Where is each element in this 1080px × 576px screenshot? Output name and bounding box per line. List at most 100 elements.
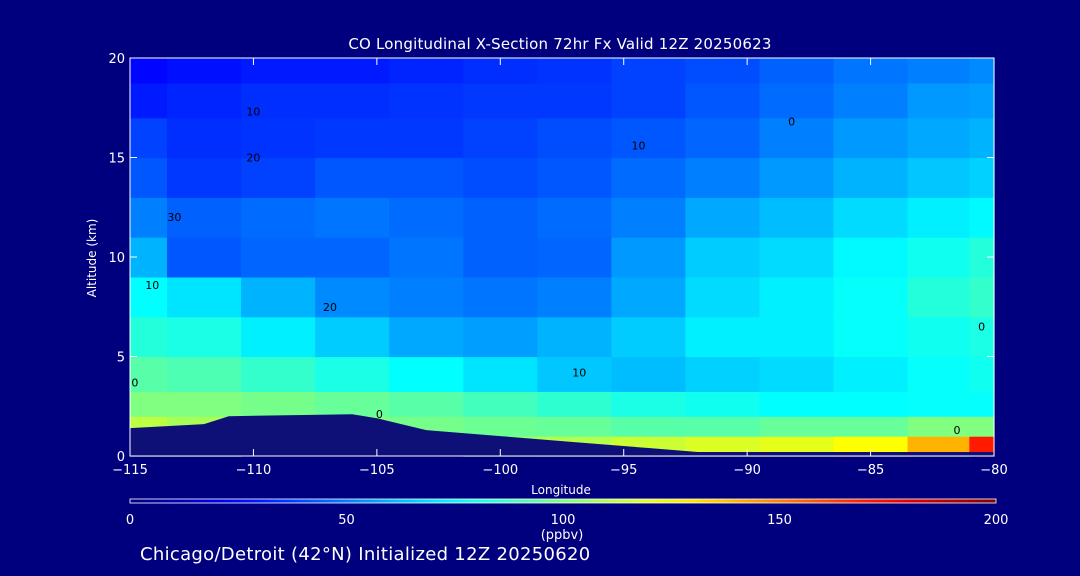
heatmap-cell [969,117,995,159]
contour-label: 30 [167,211,181,224]
heatmap-cell [611,276,687,318]
heatmap-cell [537,316,612,358]
heatmap-cell [969,157,995,198]
heatmap-cell [685,356,761,392]
heatmap-cell [969,82,995,119]
heatmap-cell [241,197,316,238]
heatmap-cell [315,237,390,278]
heatmap-cell [167,391,242,417]
heatmap-cell [685,436,761,457]
heatmap-cell [759,58,835,84]
contour-label: 10 [246,106,260,119]
heatmap-cell [167,356,242,392]
heatmap-cell [167,237,242,278]
x-axis-label: Longitude [531,483,591,497]
heatmap-cell [130,276,168,318]
heatmap-cell [130,117,168,159]
contour-label: 20 [246,152,260,165]
heatmap-cell [833,197,909,238]
heatmap-cell [907,237,970,278]
heatmap-cell [130,58,168,84]
heatmap-cell [969,316,995,358]
heatmap-cell [611,82,687,119]
heatmap-cell [537,276,612,318]
heatmap-cell [759,82,835,119]
heatmap-cell [537,82,612,119]
heatmap-cell [463,82,538,119]
x-tick-label: −95 [610,463,637,478]
heatmap-cell [389,237,464,278]
contour-label: 10 [632,140,646,153]
terrain-mask [130,414,994,456]
heatmap-cell [241,58,316,84]
contour-label: 20 [323,301,337,314]
colorbar-unit-label: (ppbv) [540,528,584,543]
heatmap-cell [130,197,168,238]
x-tick-label: −110 [236,463,272,478]
heatmap-cell [389,82,464,119]
heatmap-cell [833,157,909,198]
heatmap-cell [685,82,761,119]
contour-label: 0 [376,408,383,421]
heatmap-cell [389,58,464,84]
heatmap-cell [685,197,761,238]
heatmap-cell [969,58,995,84]
heatmap-cell [611,117,687,159]
heatmap-cell [833,316,909,358]
colorbar [129,498,997,504]
heatmap-cell [315,316,390,358]
heatmap-cell [907,117,970,159]
heatmap-cell [463,391,538,417]
heatmap-cell [241,391,316,417]
contour-label: 0 [978,321,985,334]
heatmap-cell [389,157,464,198]
x-tick-label: −90 [733,463,760,478]
y-tick-label: 15 [108,152,125,167]
heatmap-cell [537,416,612,437]
heatmap-cell [537,391,612,417]
heatmap-cell [315,117,390,159]
heatmap-cell [611,157,687,198]
heatmap-cell [833,416,909,437]
heatmap-cell [611,391,687,417]
heatmap-cell [167,197,242,238]
heatmap-cell [463,416,538,437]
heatmap-cell [969,391,995,417]
heatmap-cell [315,58,390,84]
heatmap-cell [611,356,687,392]
heatmap-cell [315,157,390,198]
heatmap-cell [833,391,909,417]
heatmap-cell [389,197,464,238]
colorbar-tick-label: 200 [984,513,1009,528]
heatmap-cell [833,82,909,119]
heatmap-cell [833,356,909,392]
heatmap-cell [537,117,612,159]
heatmap-cell [611,237,687,278]
heatmap-cell [759,276,835,318]
colorbar-tick-label: 150 [767,513,792,528]
heatmap-cell [537,58,612,84]
heatmap-cell [611,58,687,84]
heatmap-cell [907,416,970,437]
heatmap-cell [833,436,909,457]
heatmap-cell [130,157,168,198]
x-tick-label: −115 [112,463,148,478]
heatmap-cell [241,276,316,318]
heatmap-cell [759,356,835,392]
x-tick-label: −105 [359,463,395,478]
heatmap-cell [907,276,970,318]
heatmap-cell [389,117,464,159]
heatmap-cell [969,416,995,437]
heatmap-cell [463,316,538,358]
heatmap-cell [907,82,970,119]
heatmap-cell [389,356,464,392]
heatmap-cell [463,237,538,278]
heatmap-cell [685,276,761,318]
heatmap-cell [315,197,390,238]
heatmap-cell [685,416,761,437]
heatmap-cell [833,117,909,159]
heatmap-cell [611,416,687,437]
heatmap-cell [537,237,612,278]
heatmap-cell [389,316,464,358]
